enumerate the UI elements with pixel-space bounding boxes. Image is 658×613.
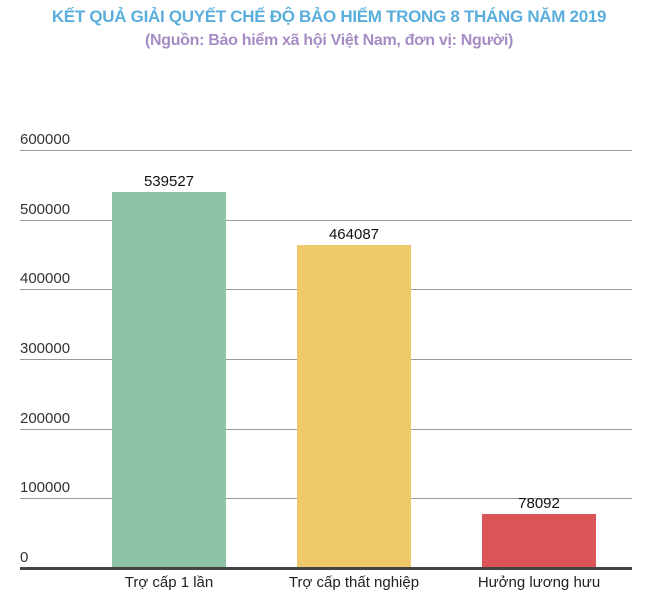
bar — [482, 514, 596, 568]
chart-title: KẾT QUẢ GIẢI QUYẾT CHẾ ĐỘ BẢO HIỂM TRONG… — [51, 7, 607, 26]
gridline — [20, 150, 632, 151]
y-tick-label: 600000 — [20, 131, 71, 148]
x-tick-label: Hưởng lương hưu — [477, 574, 601, 591]
bar — [297, 245, 411, 568]
y-tick-label: 0 — [20, 549, 29, 566]
bar — [112, 192, 226, 568]
x-tick-label: Trợ cấp thất nghiệp — [288, 574, 420, 591]
x-tick-label: Trợ cấp 1 lần — [124, 574, 214, 591]
bar-value-label: 539527 — [143, 173, 195, 190]
y-tick-label: 100000 — [20, 479, 71, 496]
gridline — [20, 220, 632, 221]
bar-value-label: 464087 — [328, 226, 380, 243]
y-tick-label: 200000 — [20, 410, 71, 427]
x-axis-baseline — [20, 567, 632, 570]
bar-value-label: 78092 — [518, 495, 560, 512]
y-tick-label: 400000 — [20, 270, 71, 287]
y-tick-label: 500000 — [20, 201, 71, 218]
y-tick-label: 300000 — [20, 340, 71, 357]
chart-subtitle: (Nguồn: Bảo hiểm xã hội Việt Nam, đơn vị… — [144, 32, 514, 49]
